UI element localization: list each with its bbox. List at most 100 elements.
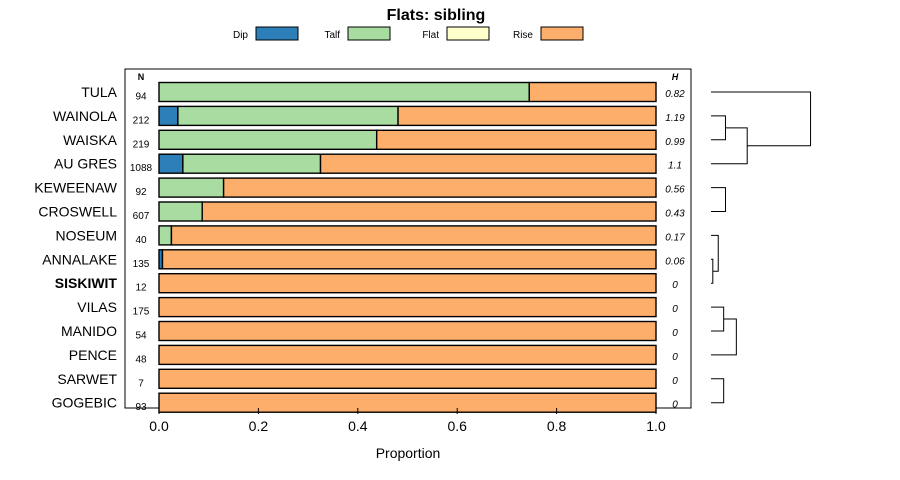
dendrogram-link <box>711 115 726 141</box>
legend-swatch-flat <box>446 26 490 41</box>
legend-label-talf: Talf <box>324 30 340 41</box>
legend-label-dip: Dip <box>233 30 248 41</box>
dendrogram-link <box>711 318 737 356</box>
bar-segment-talf <box>158 177 225 198</box>
legend-swatch-talf <box>347 26 391 41</box>
legend-label-flat: Flat <box>422 30 439 41</box>
bar-segment-rise <box>397 105 657 127</box>
x-tick-label: 0.2 <box>249 418 269 434</box>
n-value: 40 <box>135 235 147 246</box>
row-keweenaw: KEWEENAW 92 0.56 <box>34 177 685 198</box>
n-value: 175 <box>133 307 150 318</box>
bar-segment-talf <box>182 153 322 174</box>
row-sarwet: SARWET 7 0 <box>57 368 678 389</box>
x-tick-label: 0.0 <box>149 418 169 434</box>
n-value: 94 <box>135 92 147 103</box>
n-value: 135 <box>133 259 150 270</box>
bar-segment-dip <box>158 153 184 174</box>
row-manido: MANIDO 54 0 <box>61 320 678 342</box>
category-label: ANNALAKE <box>42 251 117 267</box>
bar-segment-rise <box>528 81 657 103</box>
category-label: WAISKA <box>63 132 118 148</box>
n-value: 48 <box>135 354 147 365</box>
dendrogram-link <box>711 187 726 212</box>
n-value: 92 <box>135 187 147 198</box>
row-pence: PENCE 48 0 <box>69 344 678 366</box>
h-value: 0 <box>672 280 678 291</box>
legend: Dip Talf Flat Rise <box>233 26 584 41</box>
row-waiska: WAISKA 219 0.99 <box>63 129 685 151</box>
h-value: 1.19 <box>665 113 685 124</box>
n-value: 54 <box>135 331 147 342</box>
x-tick-label: 0.4 <box>348 418 368 434</box>
h-value: 0 <box>672 376 678 387</box>
category-label: SARWET <box>57 371 117 387</box>
bar-segment-rise <box>375 129 657 151</box>
h-value: 0.43 <box>665 209 685 220</box>
row-au-gres: AU GRES 1088 1.1 <box>54 153 682 174</box>
bar-segment-rise <box>319 153 657 174</box>
category-label: WAINOLA <box>53 108 118 124</box>
h-value: 0.82 <box>665 89 685 100</box>
n-value: 93 <box>135 402 147 413</box>
bar-segment-talf <box>177 105 399 127</box>
row-noseum: NOSEUM 40 0.17 <box>56 225 685 246</box>
x-tick-label: 0.8 <box>547 418 567 434</box>
row-tula: TULA 94 0.82 <box>81 81 685 103</box>
category-label: TULA <box>81 84 117 100</box>
bar-segment-talf <box>158 81 530 103</box>
h-value: 1.1 <box>668 161 682 172</box>
n-value: 12 <box>135 283 147 294</box>
category-label: VILAS <box>77 299 117 315</box>
dendrogram-link <box>711 91 812 147</box>
category-label: SISKIWIT <box>55 275 118 291</box>
h-value: 0 <box>672 400 678 411</box>
row-gogebic: GOGEBIC 93 0 <box>52 392 678 413</box>
h-column-header: H <box>672 72 679 82</box>
legend-swatch-rise <box>540 26 584 41</box>
bar-segment-rise <box>158 344 657 366</box>
bar-segment-talf <box>158 225 173 246</box>
row-croswell: CROSWELL 607 0.43 <box>38 201 685 222</box>
n-value: 1088 <box>130 163 153 174</box>
legend-swatch-dip <box>255 26 299 41</box>
h-value: 0.06 <box>665 256 685 267</box>
n-value: 219 <box>133 139 150 150</box>
category-label: GOGEBIC <box>52 395 117 411</box>
bar-segment-dip <box>158 105 179 127</box>
n-column-header: N <box>138 72 145 82</box>
bar-segment-rise <box>170 225 657 246</box>
row-siskiwit: SISKIWIT 12 0 <box>55 273 678 294</box>
bar-segment-rise <box>158 273 657 294</box>
dendrogram-link <box>711 258 714 284</box>
category-label: PENCE <box>69 347 117 363</box>
bar-segment-rise <box>158 296 657 318</box>
h-value: 0 <box>672 352 678 363</box>
n-value: 212 <box>133 115 150 126</box>
x-tick-label: 1.0 <box>646 418 666 434</box>
bar-segment-rise <box>222 177 657 198</box>
row-annalake: ANNALAKE 135 0.06 <box>42 249 685 270</box>
dendrogram-link <box>711 234 719 272</box>
category-label: MANIDO <box>61 323 117 339</box>
bar-segment-rise <box>161 249 657 270</box>
chart-title: Flats: sibling <box>387 7 486 24</box>
bar-rows: TULA 94 0.82 WAINOLA 212 1.19 WAISKA 219 0.99 AU … <box>34 81 685 413</box>
n-value: 607 <box>133 211 150 222</box>
x-tick-label: 0.6 <box>447 418 467 434</box>
h-value: 0.17 <box>665 232 685 243</box>
h-value: 0.56 <box>665 185 685 196</box>
row-wainola: WAINOLA 212 1.19 <box>53 105 685 127</box>
bar-segment-rise <box>201 201 657 222</box>
category-label: AU GRES <box>54 156 117 172</box>
row-vilas: VILAS 175 0 <box>77 296 678 318</box>
n-value: 7 <box>138 378 144 389</box>
h-value: 0 <box>672 328 678 339</box>
legend-label-rise: Rise <box>513 30 533 41</box>
bar-segment-talf <box>158 201 203 222</box>
dendrogram <box>711 91 812 404</box>
category-label: NOSEUM <box>56 227 117 243</box>
h-value: 0.99 <box>665 137 685 148</box>
x-axis: 0.0 0.2 0.4 0.6 0.8 1.0 <box>149 408 666 434</box>
